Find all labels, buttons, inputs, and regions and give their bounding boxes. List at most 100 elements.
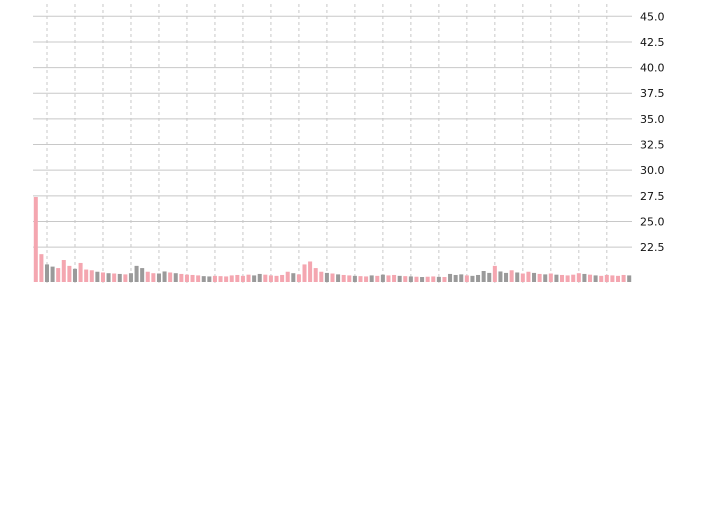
volume-bar [324, 272, 329, 282]
volume-bar [375, 275, 380, 282]
volume-bar [72, 268, 78, 282]
volume-bar [61, 260, 66, 282]
volume-bar [392, 274, 397, 282]
volume-bar [319, 271, 324, 282]
price-panel: 45.0 42.5 40.0 37.5 35.0 32.5 30.0 27.5 25.0 22.5 [33, 4, 665, 283]
price-axis-tick: 35.0 [640, 113, 665, 126]
price-axis-tick: 45.0 [640, 10, 665, 23]
volume-bar [285, 271, 290, 282]
price-axis-tick: 32.5 [640, 139, 665, 152]
volume-bar [448, 273, 453, 282]
volume-bar [145, 271, 150, 282]
volume-bar [554, 274, 559, 282]
volume-bar [151, 273, 156, 282]
volume-bar [548, 273, 553, 282]
volume-bar [67, 265, 72, 282]
volume-bar [100, 272, 105, 282]
volume-bar [179, 273, 184, 282]
volume-bar [627, 275, 632, 282]
volume-bar [201, 276, 206, 282]
volume-bar [532, 272, 537, 282]
volume-bar [291, 273, 296, 282]
price-axis-tick: 42.5 [640, 36, 665, 49]
volume-bar [571, 274, 576, 282]
volume-bar [252, 275, 257, 282]
volume-bar [537, 273, 542, 282]
volume-bar [352, 275, 357, 282]
volume-bar [425, 276, 430, 282]
volume-bar [280, 274, 285, 282]
price-plot-bg [33, 4, 632, 283]
volume-bar [246, 274, 251, 282]
volume-bar [235, 274, 240, 282]
volume-bar [565, 275, 570, 282]
volume-bar [257, 273, 262, 282]
volume-bar [498, 271, 503, 282]
volume-bar [84, 269, 89, 282]
volume-bar [593, 275, 598, 282]
volume-bar [386, 275, 391, 282]
volume-bar [515, 272, 520, 282]
volume-bar [604, 274, 609, 282]
volume-bar [464, 275, 469, 282]
volume-bar [156, 273, 161, 282]
price-axis-tick: 27.5 [640, 190, 665, 203]
volume-bar [39, 254, 44, 282]
volume-bar [212, 275, 217, 282]
volume-bar [481, 271, 486, 282]
volume-bar [296, 274, 301, 282]
volume-bar [173, 273, 178, 282]
volume-bar [543, 274, 548, 282]
volume-bar [431, 276, 436, 282]
volume-bar [44, 264, 50, 282]
volume-bar [420, 277, 425, 282]
volume-bar [403, 276, 408, 282]
volume-bar [168, 272, 173, 282]
volume-bar [615, 275, 621, 282]
volume-bar [274, 275, 279, 282]
volume-bar [408, 276, 413, 282]
volume-bar [397, 275, 402, 282]
volume-bar [95, 271, 100, 282]
volume-bar [207, 276, 212, 282]
volume-bar [106, 273, 111, 282]
volume-bar [369, 275, 374, 282]
volume-bar [509, 270, 514, 282]
volume-bar [621, 274, 626, 282]
volume-bar [50, 266, 55, 282]
volume-bar [470, 275, 475, 282]
volume-bar [504, 272, 509, 282]
volume-bar [341, 274, 346, 282]
volume-bar [599, 275, 604, 282]
volume-bar [112, 273, 117, 282]
price-axis-tick: 25.0 [640, 215, 665, 228]
volume-bar [56, 268, 61, 282]
volume-bar [313, 268, 318, 282]
volume-bar [224, 276, 229, 282]
volume-bar [330, 273, 335, 282]
price-axis-tick: 40.0 [640, 62, 665, 75]
volume-bar [162, 271, 167, 282]
price-axis-tick: 30.0 [640, 164, 665, 177]
volume-bar [336, 274, 341, 282]
volume-bar [436, 276, 441, 282]
volume-bar [380, 274, 385, 282]
volume-bar [240, 275, 245, 282]
volume-bar [442, 277, 447, 282]
volume-bar [610, 275, 615, 282]
volume-bar [229, 275, 234, 282]
volume-bar [476, 274, 481, 282]
volume-bar [117, 273, 122, 282]
volume-bar [487, 272, 492, 282]
volume-bar [123, 274, 128, 282]
volume-bar [520, 273, 525, 282]
volume-bar [89, 270, 94, 282]
volume-bar [587, 274, 593, 282]
volume-bar [33, 197, 38, 282]
volume-bar [364, 276, 369, 282]
volume-bar [196, 275, 201, 282]
volume-bar [347, 275, 352, 282]
volume-bar [128, 273, 133, 282]
